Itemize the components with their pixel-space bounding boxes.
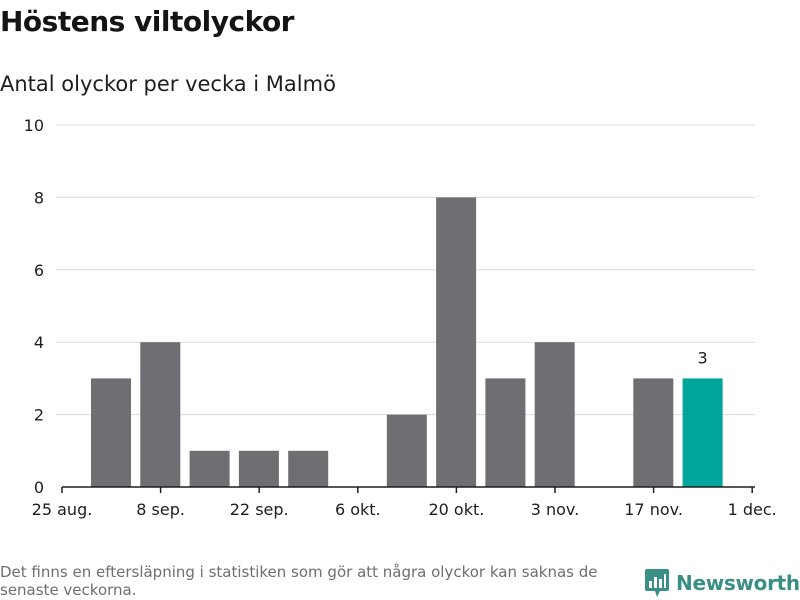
x-tick-label: 20 okt. [428,500,484,519]
data-label: 3 [698,348,708,367]
y-tick-label: 6 [34,261,44,280]
bar [633,378,674,487]
y-tick-label: 10 [24,116,44,135]
y-tick-label: 4 [34,333,44,352]
bar [189,450,230,487]
newsworthy-logo-icon [645,569,669,597]
chart-subtitle: Antal olyckor per vecka i Malmö [0,72,336,96]
bar [140,342,181,487]
x-tick-label: 3 nov. [531,500,580,519]
x-tick-label: 6 okt. [335,500,381,519]
chart-title: Höstens viltolyckor [0,5,295,38]
bar-chart: 0 2 4 6 8 10 3 25 aug. 8 sep. 22 sep. 6 okt. 20 okt… [24,116,777,519]
x-tick-label: 8 sep. [136,500,185,519]
brand-name: Newsworthy [676,571,800,595]
x-tick-label: 22 sep. [230,500,289,519]
y-tick-label: 0 [34,478,44,497]
bar [91,378,131,487]
x-tick-label: 25 aug. [32,500,93,519]
bar [288,450,329,487]
bar [485,378,526,487]
tick-labels: 0 2 4 6 8 10 3 25 aug. 8 sep. 22 sep. 6 okt. 20 okt… [24,116,777,519]
bar [682,378,723,487]
bar [238,450,279,487]
x-tick-label: 1 dec. [728,500,777,519]
y-tick-label: 8 [34,188,44,207]
bar [386,414,427,487]
bar [534,342,575,487]
footnote: Det finns en eftersläpning i statistiken… [0,563,598,599]
bar [436,197,477,487]
bars [91,197,723,487]
x-axis [61,486,755,493]
x-tick-label: 17 nov. [624,500,683,519]
brand-logo[interactable]: Newsworthy [644,568,800,598]
y-tick-label: 2 [34,406,44,425]
